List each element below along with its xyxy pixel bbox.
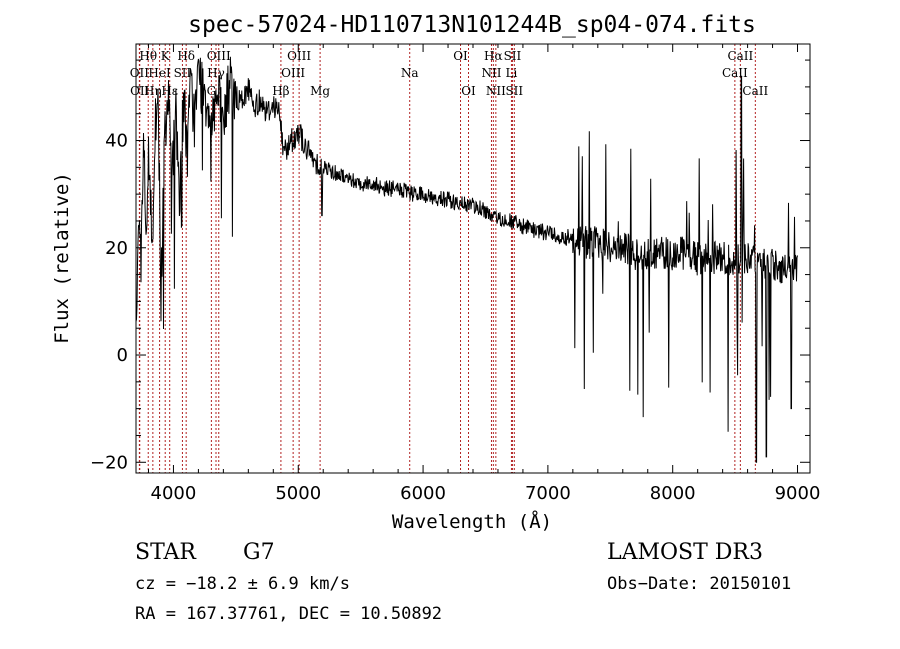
chart-title: spec-57024-HD110713N101244B_sp04-074.fit… — [188, 12, 756, 38]
x-tick-label: 8000 — [650, 483, 696, 504]
y-tick-label: 0 — [117, 345, 128, 366]
spectral-line-label: SII — [505, 84, 523, 98]
spectral-line-label: Mg — [310, 84, 330, 98]
spectral-line-label: Hδ — [177, 49, 195, 63]
spectral-line-label: Hγ — [207, 66, 225, 80]
spectral-line-label: OIII — [287, 49, 311, 63]
spectral-line-label: HeI — [148, 66, 171, 80]
spectral-line-label: G — [207, 84, 217, 98]
x-tick-label: 5000 — [275, 483, 321, 504]
spectral-line-label: OI — [461, 84, 476, 98]
y-axis-label: Flux (relative) — [51, 172, 73, 344]
spectral-line-label: NII — [481, 66, 501, 80]
spectrum-line — [136, 56, 798, 463]
spectral-line-label: OI — [453, 49, 468, 63]
spectral-line-label: CaII — [722, 66, 748, 80]
spectral-line-label: K — [161, 49, 171, 63]
spectral-line-label: NII — [486, 84, 506, 98]
y-tick-label: −20 — [90, 452, 128, 473]
coordinates: RA = 167.37761, DEC = 10.50892 — [135, 604, 442, 624]
object-subclass: G7 — [243, 540, 275, 565]
spectral-line-label: Hβ — [272, 84, 289, 98]
y-axis-ticks: −20 0 20 40 — [90, 59, 810, 473]
spectral-line-label: Hθ — [139, 49, 157, 63]
spectral-line-label: OII — [130, 66, 150, 80]
x-axis-label: Wavelength (Å) — [392, 510, 552, 533]
x-tick-label: 9000 — [775, 483, 821, 504]
y-tick-label: 20 — [105, 238, 128, 259]
spectral-line-label: CaII — [742, 84, 768, 98]
spectral-line-label: Li — [506, 66, 518, 80]
spectral-line-label: SII — [174, 66, 192, 80]
survey-name: LAMOST DR3 — [607, 540, 763, 565]
spectral-line-label: Na — [401, 66, 419, 80]
spectral-line-markers — [138, 44, 756, 473]
obs-date: Obs−Date: 20150101 — [607, 574, 791, 594]
x-tick-label: 4000 — [151, 483, 197, 504]
object-class: STAR — [135, 540, 197, 565]
spectral-line-label: OIII — [281, 66, 305, 80]
x-tick-label: 7000 — [525, 483, 571, 504]
x-axis-ticks: 4000 5000 6000 7000 8000 9000 — [147, 44, 821, 504]
y-tick-label: 40 — [105, 131, 128, 152]
spectral-line-label: Hε — [161, 84, 178, 98]
spectral-line-label: Hη — [144, 84, 162, 98]
spectral-line-label: OIII — [207, 49, 231, 63]
spectral-line-label: CaII — [727, 49, 753, 63]
spectral-line-label: OII — [130, 84, 150, 98]
redshift-text: cz = −18.2 ± 6.9 km/s — [135, 574, 350, 594]
spectral-line-label: Hα — [484, 49, 503, 63]
spectrum-plot-area — [136, 56, 798, 463]
x-tick-label: 6000 — [400, 483, 446, 504]
spectral-line-label: SII — [504, 49, 522, 63]
